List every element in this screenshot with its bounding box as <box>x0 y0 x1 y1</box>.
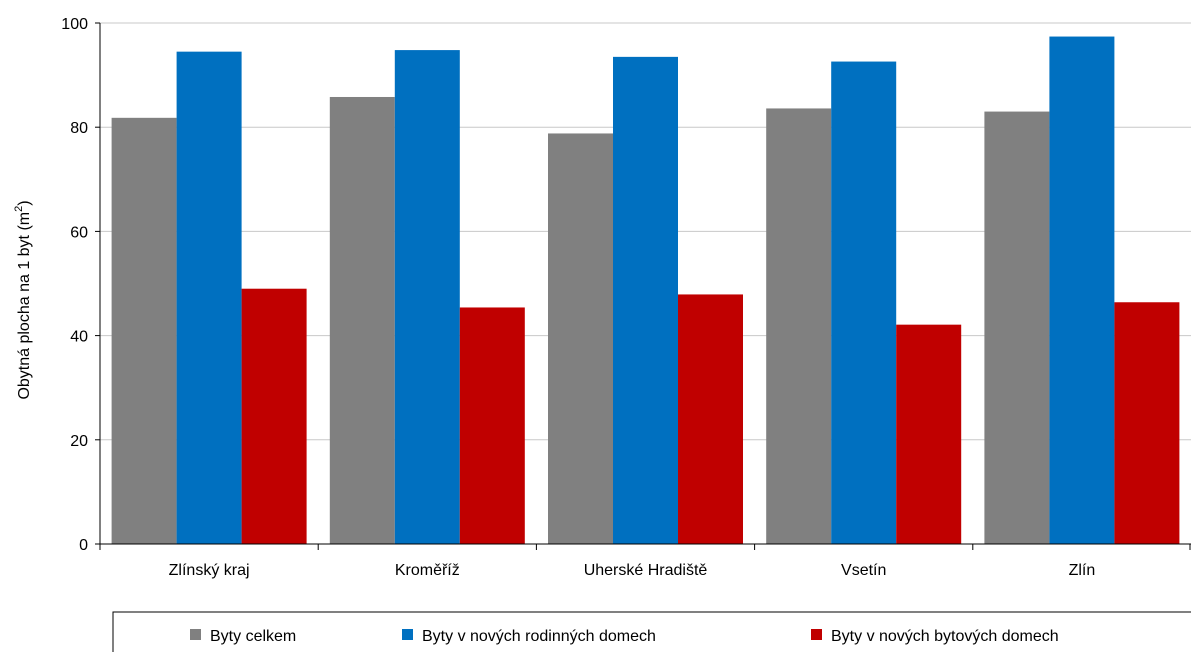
bar-2-4 <box>831 61 897 544</box>
y-axis-title: Obytná plocha na 1 byt (m2) <box>13 200 33 399</box>
x-tick-labels: Zlínský kraj Kroměříž Uherské Hradiště Vset… <box>99 544 1191 579</box>
x-tick-label: Zlínský kraj <box>169 562 250 579</box>
bar-2-2 <box>394 50 460 544</box>
y-tick-label: 60 <box>70 224 88 241</box>
bar-1-2 <box>329 96 395 545</box>
legend-swatch-1 <box>190 629 201 640</box>
legend-swatch-2 <box>402 629 413 640</box>
bar-2-3 <box>613 56 678 545</box>
x-tick-label: Zlín <box>1069 562 1096 579</box>
bars <box>111 36 1180 545</box>
y-tick-label: 40 <box>70 329 88 346</box>
legend-label-3: Byty v nových bytových domech <box>831 628 1059 645</box>
legend-label-2: Byty v nových rodinných domech <box>422 628 656 645</box>
bar-3-2 <box>459 307 525 544</box>
bar-1-1 <box>111 117 177 545</box>
y-tick-label: 0 <box>79 537 88 554</box>
bar-1-3 <box>548 133 613 544</box>
bar-2-5 <box>1049 36 1115 545</box>
legend: Byty celkem Byty v nových rodinných domec… <box>112 611 1191 652</box>
y-tick-label: 80 <box>70 120 88 137</box>
legend-frame <box>112 611 1191 652</box>
axes <box>99 23 1191 545</box>
bar-3-1 <box>241 288 307 544</box>
bar-3-4 <box>896 324 962 544</box>
x-tick-label: Kroměříž <box>395 562 460 579</box>
legend-label-1: Byty celkem <box>210 628 296 645</box>
x-tick-label: Uherské Hradiště <box>584 562 708 579</box>
bar-1-4 <box>766 108 832 544</box>
bar-3-3 <box>678 294 743 544</box>
bar-1-5 <box>984 111 1050 544</box>
legend-swatch-3 <box>811 629 822 640</box>
bar-2-1 <box>176 51 242 544</box>
y-tick-labels: 0 20 40 60 80 100 <box>61 16 100 554</box>
y-tick-label: 100 <box>61 16 88 33</box>
y-tick-label: 20 <box>70 433 88 450</box>
bar-3-5 <box>1114 302 1180 544</box>
x-tick-label: Vsetín <box>841 562 886 579</box>
